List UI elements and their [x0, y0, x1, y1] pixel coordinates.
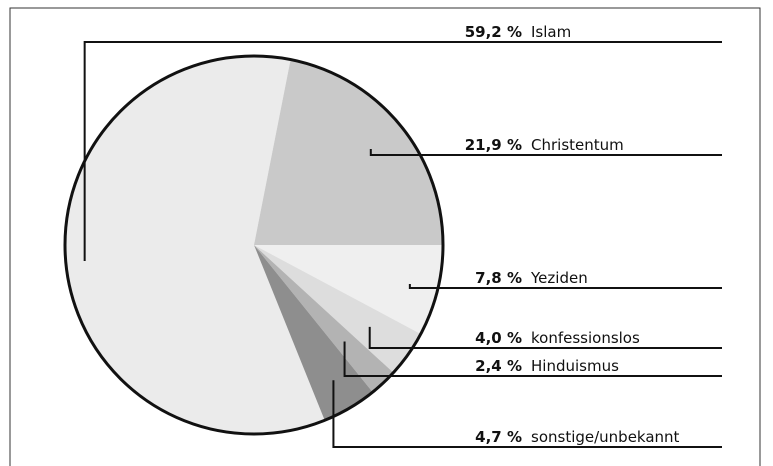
pie-slice: [254, 245, 394, 393]
pie-slice: [254, 245, 443, 334]
value-label: 4,0 %: [475, 329, 522, 347]
pie-outline: [63, 54, 445, 436]
pie-slice: [254, 59, 443, 246]
value-label: 59,2 %: [465, 23, 522, 41]
category-label: konfessionslos: [531, 329, 640, 347]
leader-line: [343, 341, 722, 377]
category-label: Christentum: [531, 136, 624, 154]
category-label: Hinduismus: [531, 357, 619, 375]
category-label: Islam: [531, 23, 571, 41]
pie-slice: [254, 245, 373, 421]
leader-line: [408, 283, 722, 289]
pie-slice: [64, 56, 325, 435]
category-label: Yeziden: [530, 269, 588, 287]
leader-line: [368, 326, 722, 349]
leader-line: [83, 41, 722, 262]
category-label: sonstige/unbekannt: [531, 428, 680, 446]
value-label: 4,7 %: [475, 428, 522, 446]
value-label: 7,8 %: [475, 269, 522, 287]
value-label: 2,4 %: [475, 357, 522, 375]
leader-line: [332, 380, 722, 448]
leader-line: [369, 148, 722, 156]
value-label: 21,9 %: [465, 136, 522, 154]
pie-slice: [254, 245, 421, 373]
